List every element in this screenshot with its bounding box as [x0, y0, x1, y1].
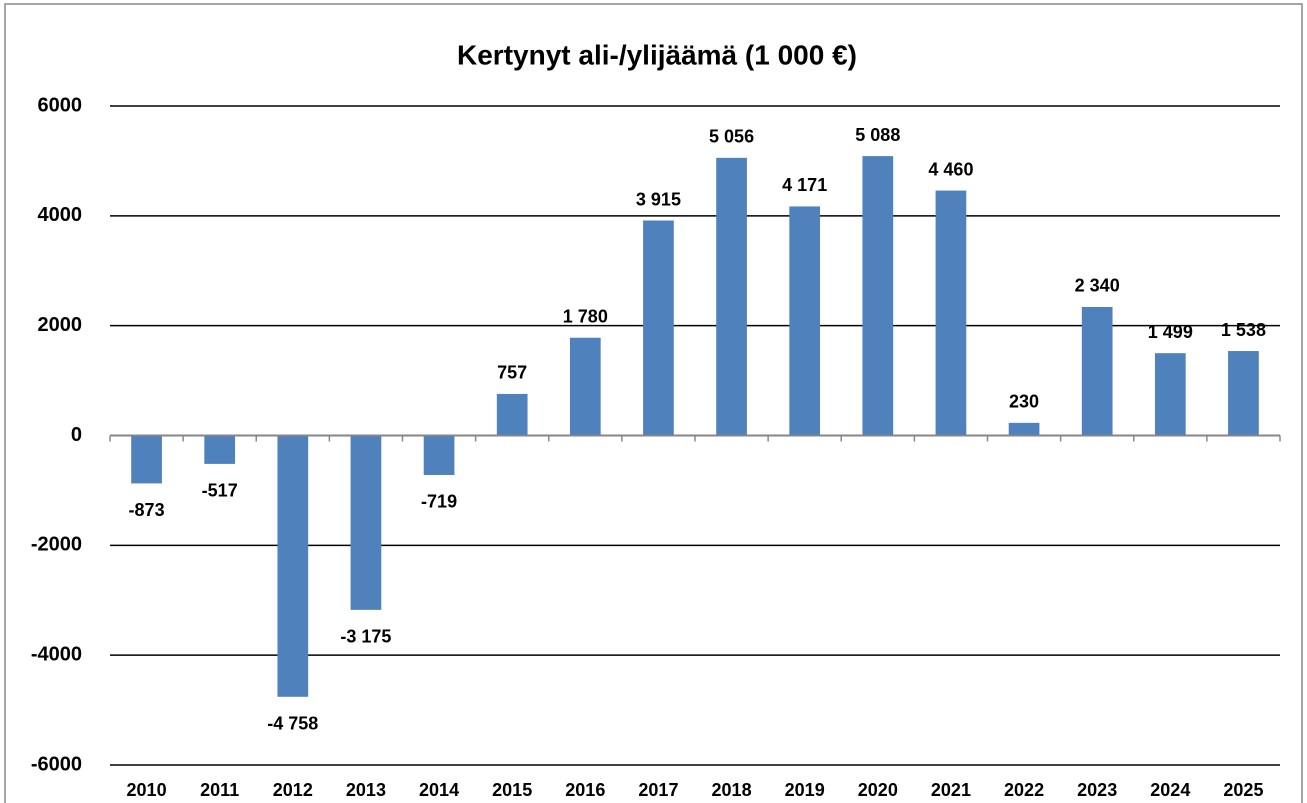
bar: [1154, 353, 1186, 436]
y-tick-label: 2000: [38, 314, 83, 336]
x-tick-label: 2013: [346, 780, 386, 800]
bar: [496, 393, 528, 436]
data-label: -3 175: [340, 627, 391, 647]
data-label: 5 088: [855, 125, 900, 145]
bar: [789, 206, 821, 436]
data-label: 1 538: [1221, 320, 1266, 340]
bar: [423, 435, 455, 475]
y-tick-label: 0: [71, 424, 82, 446]
data-label: 1 780: [563, 306, 608, 326]
data-label: 4 460: [928, 159, 973, 179]
x-tick-label: 2016: [565, 780, 605, 800]
x-tick-label: 2024: [1150, 780, 1190, 800]
data-label: -4 758: [267, 714, 318, 734]
x-tick-label: 2011: [200, 780, 239, 800]
y-tick-label: 4000: [38, 204, 83, 226]
data-label: 5 056: [709, 127, 754, 147]
bar: [643, 220, 674, 436]
bar: [862, 156, 894, 436]
data-label: 1 499: [1148, 322, 1193, 342]
x-tick-label: 2015: [492, 780, 532, 800]
y-tick-label: -6000: [31, 753, 82, 775]
bar: [716, 157, 747, 436]
y-tick-label: 6000: [38, 94, 83, 116]
x-tick-label: 2012: [273, 780, 313, 800]
data-label: 2 340: [1075, 276, 1120, 296]
x-tick-label: 2022: [1004, 780, 1044, 800]
x-tick-label: 2021: [931, 780, 971, 800]
bar: [131, 435, 162, 484]
bar: [569, 337, 601, 436]
x-tick-label: 2023: [1077, 780, 1117, 800]
bar: [1008, 422, 1040, 436]
y-tick-label: -4000: [31, 643, 82, 665]
data-label: -517: [202, 481, 238, 501]
data-label: 4 171: [782, 175, 827, 195]
bar: [277, 435, 309, 697]
data-label: 3 915: [636, 189, 681, 209]
data-label: -873: [129, 500, 165, 520]
bar: [350, 435, 382, 610]
bar: [1081, 306, 1113, 436]
data-label: 757: [497, 363, 527, 383]
x-tick-label: 2014: [419, 780, 459, 800]
y-tick-label: -2000: [31, 534, 82, 556]
bar: [1228, 351, 1259, 436]
x-tick-label: 2020: [858, 780, 898, 800]
x-tick-label: 2019: [785, 780, 825, 800]
bar: [935, 190, 967, 436]
x-tick-label: 2010: [127, 780, 167, 800]
x-tick-label: 2025: [1223, 780, 1263, 800]
data-label: -719: [421, 492, 457, 512]
bar: [204, 435, 236, 464]
x-tick-label: 2018: [712, 780, 752, 800]
data-label: 230: [1009, 392, 1039, 412]
chart-title: Kertynyt ali-/ylijäämä (1 000 €): [457, 39, 857, 70]
x-tick-label: 2017: [638, 780, 678, 800]
